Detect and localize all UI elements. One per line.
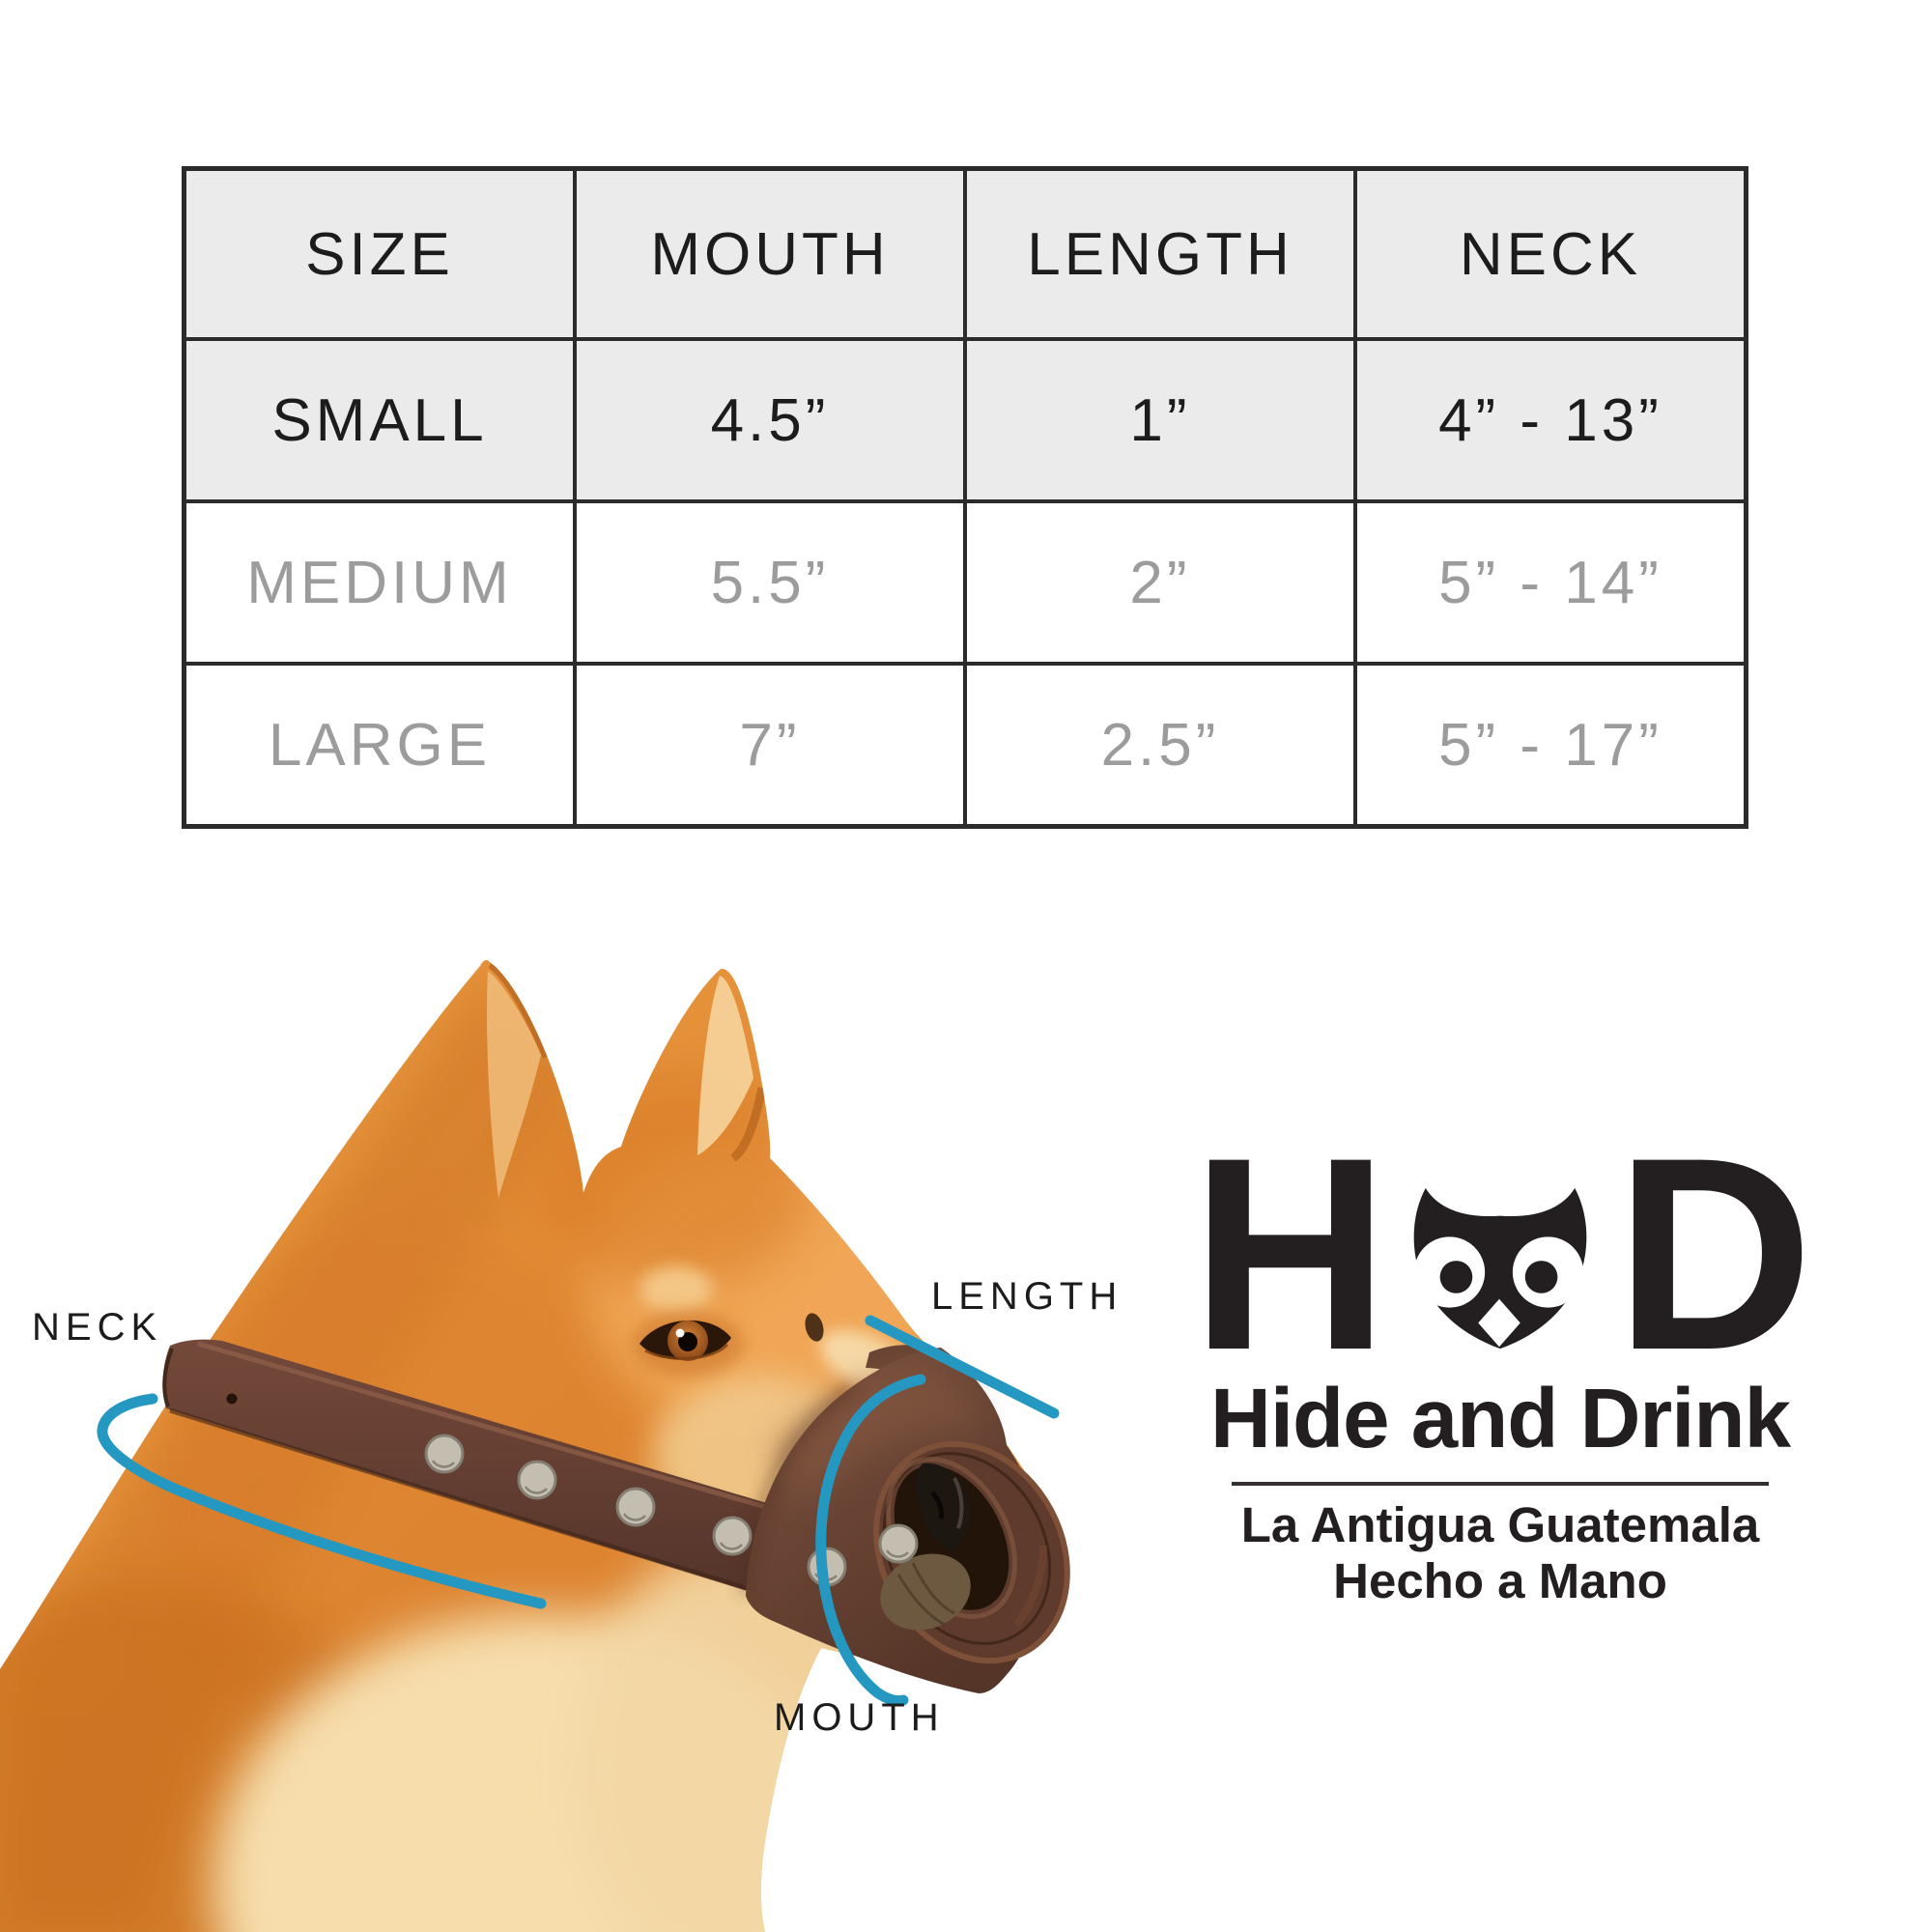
neck-label: NECK — [32, 1306, 163, 1349]
muzzle-neck-strap — [162, 1339, 796, 1599]
logo-location-line1: La Antigua Guatemala — [1240, 1497, 1760, 1552]
logo-brand-name: Hide and Drink — [1210, 1372, 1791, 1465]
table-cell-small-mouth: 4.5” — [577, 341, 963, 499]
table-header-size: SIZE — [186, 171, 573, 337]
logo-monogram: H D — [1191, 1117, 1813, 1391]
measurement-arrows — [97, 1315, 1060, 1707]
table-cell-medium-neck: 5” - 14” — [1357, 503, 1744, 662]
logo-letter-d: D — [1615, 1100, 1813, 1407]
table-cell-large-length: 2.5” — [967, 666, 1353, 824]
table-cell-medium-length: 2” — [967, 503, 1353, 662]
table-cell-large-neck: 5” - 17” — [1357, 666, 1744, 824]
table-cell-small-size: SMALL — [186, 341, 573, 499]
dog-body — [0, 959, 1070, 1932]
logo-divider — [1232, 1482, 1769, 1486]
brand-logo: H D Hide and Drink La Antigua Guatemala … — [1191, 1117, 1813, 1609]
length-label: LENGTH — [931, 1275, 1123, 1318]
strap-hole — [226, 1393, 238, 1405]
mouth-label: MOUTH — [774, 1696, 945, 1739]
size-table: SIZE MOUTH LENGTH NECK SMALL 4.5” 1” 4” … — [182, 166, 1748, 829]
table-cell-medium-size: MEDIUM — [186, 503, 573, 662]
table-header-neck: NECK — [1357, 171, 1744, 337]
mouth-measure-arrow — [815, 1374, 926, 1707]
neck-measure-arrow — [97, 1393, 547, 1609]
length-measure-line — [865, 1315, 1060, 1419]
table-cell-large-size: LARGE — [186, 666, 573, 824]
table-header-mouth: MOUTH — [577, 171, 963, 337]
table-header-length: LENGTH — [967, 171, 1353, 337]
logo-location-line2: Hecho a Mano — [1333, 1553, 1667, 1608]
table-cell-medium-mouth: 5.5” — [577, 503, 963, 662]
leather-muzzle — [424, 1345, 1070, 1693]
logo-letter-h: H — [1190, 1100, 1389, 1407]
table-cell-large-mouth: 7” — [577, 666, 963, 824]
owl-icon — [1413, 1187, 1587, 1350]
table-cell-small-length: 1” — [967, 341, 1353, 499]
table-cell-small-neck: 4” - 13” — [1357, 341, 1744, 499]
dog-eye — [632, 1311, 824, 1377]
